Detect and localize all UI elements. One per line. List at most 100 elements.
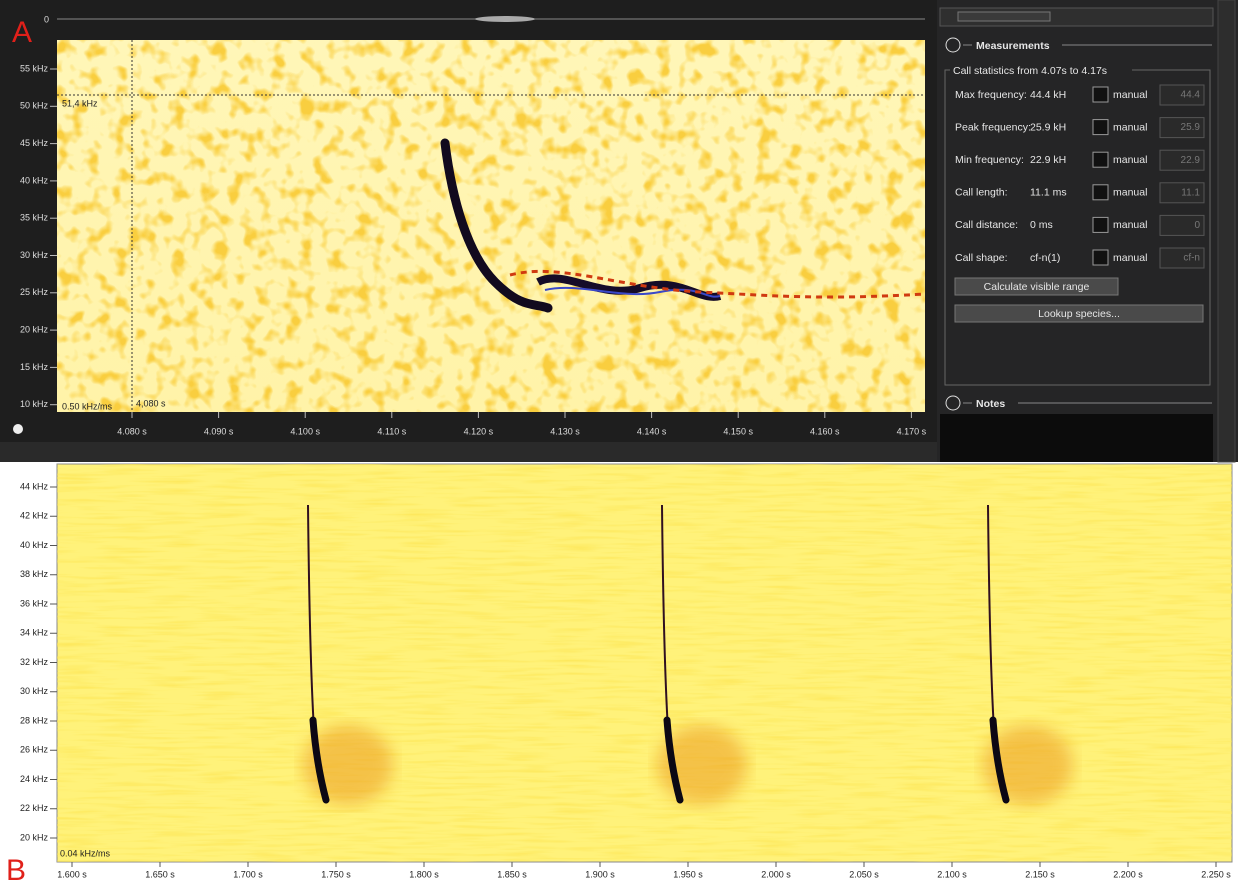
notes-box[interactable] [940, 414, 1213, 462]
row-label: Max frequency: [955, 89, 1027, 101]
x-tick-label: 4.170 s [897, 426, 927, 436]
y-tick-label: 45 kHz [20, 138, 49, 148]
scale: 0.04 kHz/ms [60, 848, 111, 858]
y-tick-label: 10 kHz [20, 399, 49, 409]
y-tick-label: 35 kHz [20, 213, 49, 223]
x-tick-label: 4.120 s [464, 426, 494, 436]
cursor-frequency: 51,4 kHz [62, 98, 98, 108]
input[interactable] [1159, 117, 1205, 139]
checkbox[interactable] [1092, 151, 1109, 168]
x-tick-label: 2.100 s [937, 869, 967, 879]
y-tick-label: 42 kHz [20, 511, 49, 521]
collapse-icon[interactable] [945, 395, 961, 411]
row-value: 0 ms [1030, 219, 1053, 231]
x-tick-label: 4.160 s [810, 426, 840, 436]
y-tick-label: 34 kHz [20, 628, 49, 638]
x-tick-label: 1.850 s [497, 869, 527, 879]
call [987, 504, 995, 731]
row-label: Peak frequency: [955, 121, 1031, 133]
x-tick-label: 1.600 s [57, 869, 87, 879]
group-label: Call statistics from 4.07s to 4.17s [953, 65, 1107, 77]
x-tick-label: 2.050 s [849, 869, 879, 879]
x-tick-label: 4.110 s [377, 426, 406, 436]
input[interactable] [1159, 149, 1205, 171]
call [440, 138, 553, 313]
x-tick-label: 1.750 s [321, 869, 351, 879]
cursor-time: 4,080 s [136, 398, 166, 408]
checkbox-label: manual [1113, 252, 1147, 264]
spectrogram-noise [57, 464, 1232, 862]
input[interactable] [1159, 182, 1205, 204]
row-label: Call shape: [955, 252, 1008, 264]
panel-label: B [6, 854, 26, 884]
y-tick-label: 26 kHz [20, 745, 49, 755]
row-value: 22.9 kH [1030, 154, 1066, 166]
y-tick-label: 55 kHz [20, 63, 49, 73]
x-tick-label: 1.700 s [233, 869, 263, 879]
x-tick-label: 2.000 s [761, 869, 791, 879]
checkbox[interactable] [1092, 216, 1109, 233]
x-tick-label: 2.150 s [1025, 869, 1055, 879]
row-label: Call length: [955, 187, 1008, 199]
y-tick-label: 22 kHz [20, 803, 49, 813]
y-tick-label: 28 kHz [20, 715, 49, 725]
checkbox[interactable] [1092, 184, 1109, 201]
call [663, 716, 684, 804]
y-tick-label: 30 kHz [20, 250, 49, 260]
spectrogram-noise [57, 40, 925, 412]
checkbox[interactable] [1092, 86, 1109, 103]
checkbox-label: manual [1113, 187, 1147, 199]
y-tick-label: 15 kHz [20, 362, 49, 372]
button[interactable] [954, 277, 1119, 296]
call [989, 716, 1010, 804]
x-tick-label: 4.080 s [117, 426, 147, 436]
input[interactable] [1159, 247, 1205, 269]
x-tick-label: 4.140 s [637, 426, 667, 436]
row-label: Min frequency: [955, 154, 1024, 166]
call [309, 716, 330, 804]
y-tick-label: 20 kHz [20, 832, 49, 842]
y-tick-label: 40 kHz [20, 175, 49, 185]
checkbox-label: manual [1113, 154, 1147, 166]
row-value: 44.4 kH [1030, 89, 1066, 101]
x-tick-label: 1.950 s [673, 869, 703, 879]
y-tick-label: 44 kHz [20, 481, 49, 491]
input-text: 25.9 [1181, 122, 1201, 133]
call [661, 504, 669, 731]
x-tick-label: 4.150 s [723, 426, 753, 436]
y-tick-label: 30 kHz [20, 686, 49, 696]
tab-strip [0, 442, 937, 462]
button-label: Calculate visible range [984, 281, 1090, 293]
checkbox-label: manual [1113, 121, 1147, 133]
call [307, 504, 315, 731]
info-icon[interactable] [13, 424, 23, 434]
row-value: cf-n(1) [1030, 252, 1060, 264]
input[interactable] [1159, 214, 1205, 236]
scroll-thumb[interactable] [957, 11, 1051, 22]
y-tick-label: 36 kHz [20, 598, 49, 608]
x-tick-label: 1.800 s [409, 869, 439, 879]
button[interactable] [954, 304, 1204, 323]
input-text: 22.9 [1181, 155, 1201, 166]
row-label: Call distance: [955, 219, 1018, 231]
checkbox[interactable] [1092, 249, 1109, 266]
waveform-zero: 0 [44, 14, 49, 24]
input-text: 44.4 [1181, 90, 1201, 101]
input-text: cf-n [1183, 253, 1200, 264]
collapse-icon[interactable] [945, 37, 961, 53]
input[interactable] [1159, 84, 1205, 106]
row-value: 11.1 ms [1030, 187, 1067, 199]
input-text: 0 [1194, 220, 1200, 231]
y-tick-label: 32 kHz [20, 657, 49, 667]
x-tick-label: 1.650 s [145, 869, 175, 879]
scrollbar-right[interactable] [1217, 0, 1236, 463]
row-value: 25.9 kH [1030, 121, 1066, 133]
x-tick-label: 2.250 s [1201, 869, 1231, 879]
x-tick-label: 4.130 s [550, 426, 580, 436]
y-tick-label: 24 kHz [20, 774, 49, 784]
checkbox[interactable] [1092, 119, 1109, 136]
y-tick-label: 25 kHz [20, 287, 49, 297]
checkbox-label: manual [1113, 219, 1147, 231]
harmonic [509, 269, 926, 299]
